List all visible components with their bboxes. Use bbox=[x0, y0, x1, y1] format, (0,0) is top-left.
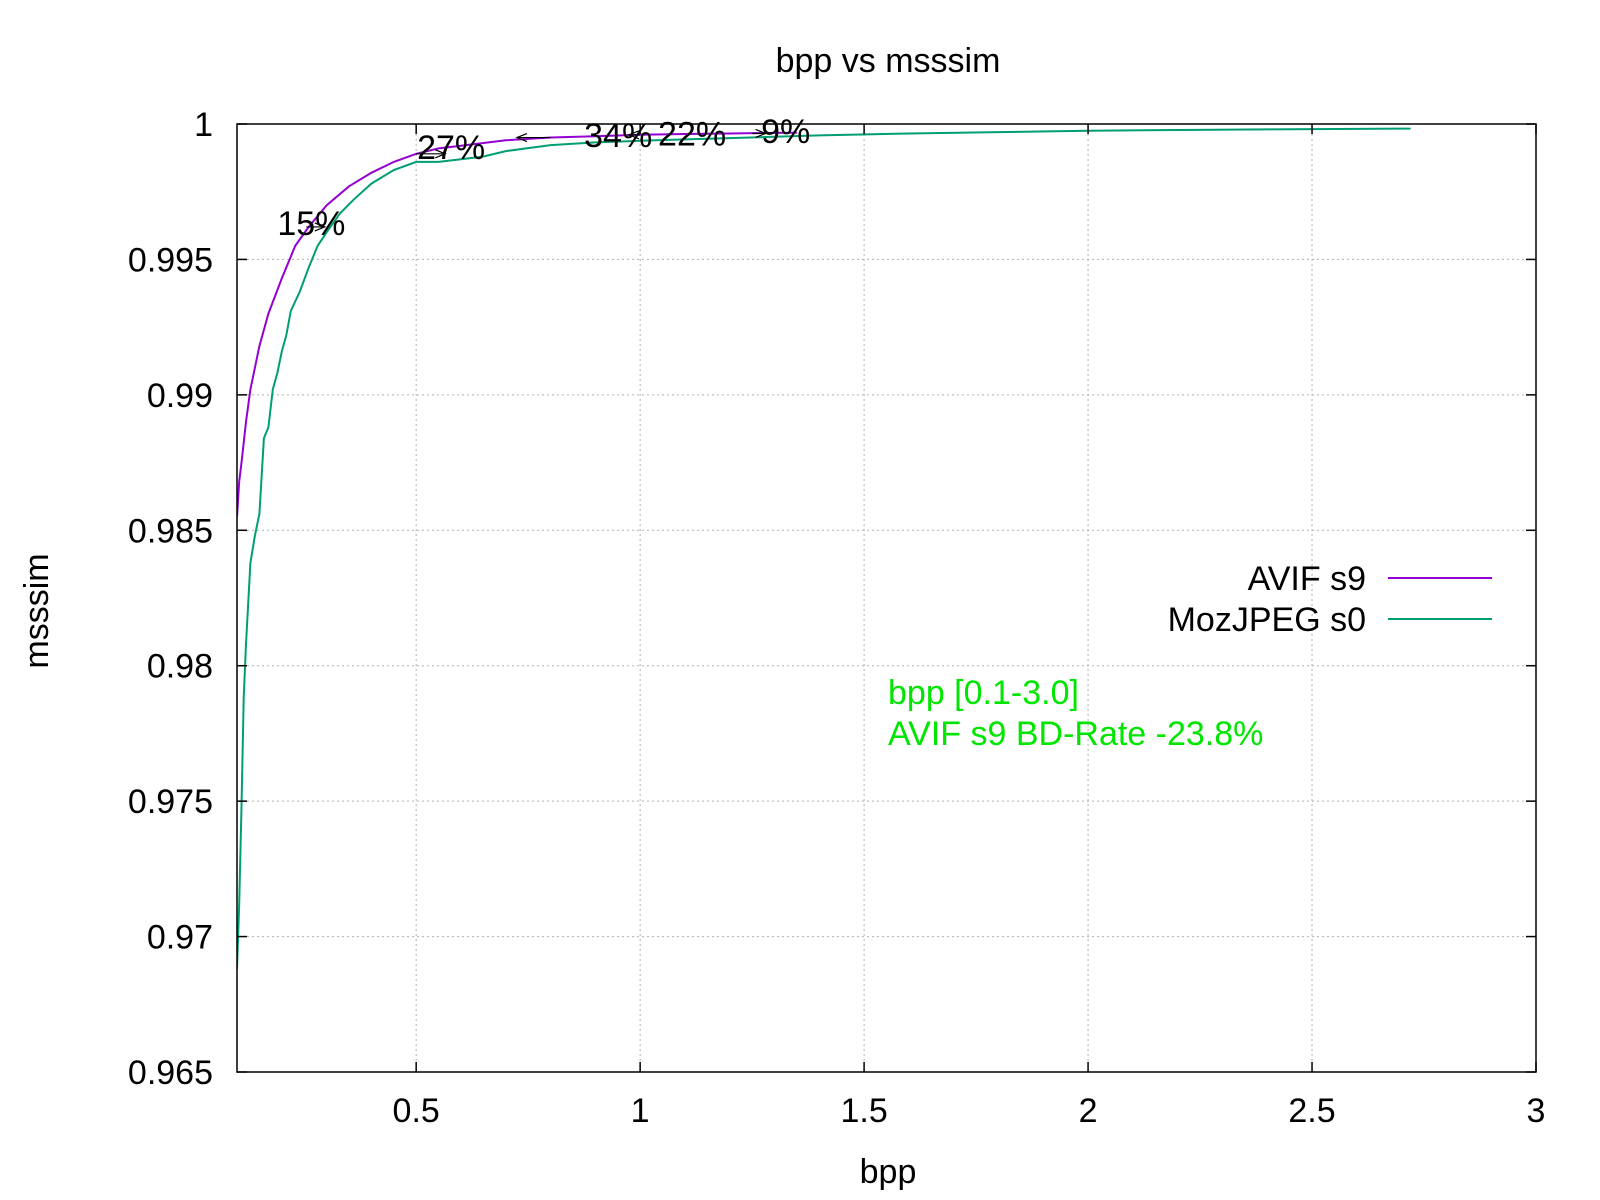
legend-label: AVIF s9 bbox=[1248, 560, 1366, 598]
chart-title: bpp vs msssim bbox=[776, 42, 1001, 80]
y-tick-label: 0.97 bbox=[147, 919, 213, 957]
y-tick-label: 0.98 bbox=[147, 648, 213, 686]
bd-rate-range-text: bpp [0.1-3.0] bbox=[888, 674, 1079, 712]
x-tick-label: 2.5 bbox=[1288, 1092, 1335, 1130]
y-tick-label: 0.965 bbox=[128, 1054, 213, 1092]
annotation-arrowhead bbox=[314, 222, 327, 232]
x-tick-label: 2 bbox=[1079, 1092, 1098, 1130]
x-tick-label: 1.5 bbox=[840, 1092, 887, 1130]
plot-frame bbox=[236, 123, 1537, 1073]
annotation-label: 9% bbox=[761, 113, 810, 151]
annotation-arrowhead bbox=[515, 132, 528, 143]
annotation-label: 15% bbox=[277, 205, 345, 243]
grid-layer bbox=[237, 124, 1536, 1072]
bd-rate-value-text: AVIF s9 BD-Rate -23.8% bbox=[888, 715, 1263, 753]
y-tick-label: 0.995 bbox=[128, 241, 213, 279]
y-tick-label: 1 bbox=[194, 106, 213, 144]
legend-label: MozJPEG s0 bbox=[1168, 601, 1366, 639]
annotation-label: 22% bbox=[658, 115, 726, 153]
annotation-arrowhead bbox=[755, 128, 768, 139]
annotation-label: 34% bbox=[584, 117, 652, 155]
y-tick-label: 0.99 bbox=[147, 377, 213, 415]
x-axis-label: bpp bbox=[860, 1153, 917, 1191]
x-tick-label: 0.5 bbox=[393, 1092, 440, 1130]
y-tick-label: 0.975 bbox=[128, 783, 213, 821]
x-tick-label: 3 bbox=[1527, 1092, 1546, 1130]
annotation-label: 27% bbox=[417, 129, 485, 167]
annotation-arrowhead bbox=[435, 149, 447, 159]
y-axis-label: msssim bbox=[18, 553, 56, 668]
series-line-mozjpeg bbox=[237, 127, 1411, 970]
x-tick-label: 1 bbox=[631, 1092, 650, 1130]
annotation-arrowhead bbox=[627, 130, 640, 140]
annotation-layer: 15% 27% 34% 22% 9% bbox=[277, 113, 810, 243]
tick-layer: 0.5 1 1.5 2 2.5 3 0.965 0.97 0.975 0.98 0.985 0.99 0… bbox=[128, 106, 1546, 1130]
y-tick-label: 0.985 bbox=[128, 512, 213, 550]
